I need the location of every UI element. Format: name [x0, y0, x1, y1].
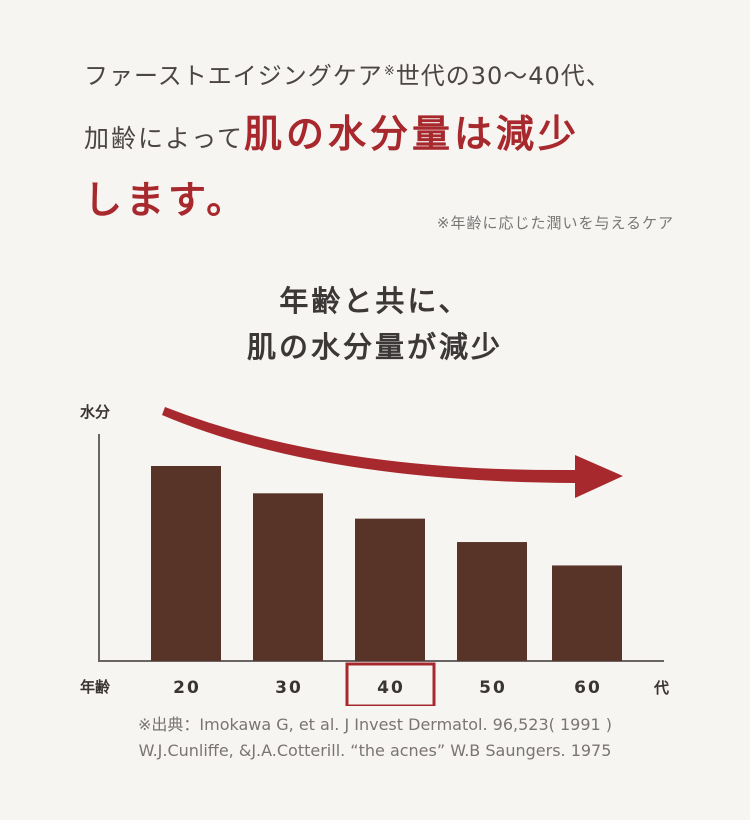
headline-line2: 加齢によって肌の水分量は減少: [84, 110, 724, 166]
bar-50: [457, 542, 527, 661]
source-line1: ※出典：Imokawa G, et al. J Invest Dermatol.…: [137, 715, 613, 734]
headline-line1-text: ファーストエイジングケア: [84, 62, 383, 90]
headline-line3-emphasis: します。: [84, 178, 249, 222]
headline-line1-rest: 世代の30～40代、: [395, 62, 611, 90]
bar-60: [552, 565, 622, 661]
headline-line3: します。: [84, 176, 724, 232]
headline: ファーストエイジングケア※世代の30～40代、 加齢によって肌の水分量は減少 し…: [84, 52, 724, 232]
bar-40: [355, 518, 425, 661]
x-tick-labels: 20 30 40 50 60: [173, 678, 602, 698]
source-line2: W.J.Cunliffe, &J.A.Cotterill. “the acnes…: [138, 741, 612, 760]
annotation-mark: ※: [383, 64, 396, 79]
x-axis-label-left: 年齢: [80, 678, 111, 696]
source-citation: ※出典：Imokawa G, et al. J Invest Dermatol.…: [0, 712, 750, 764]
headline-line2-emphasis: 肌の水分量は減少: [244, 112, 581, 156]
y-axis-label: 水分: [80, 403, 110, 421]
headline-line1: ファーストエイジングケア※世代の30～40代、: [84, 52, 724, 96]
bar-30: [253, 493, 323, 661]
headline-line2-plain: 加齢によって: [84, 124, 245, 153]
bar-chart: 水分 年齢 20 30 40 50 60 代: [80, 403, 669, 706]
chart-title-line2: 肌の水分量が減少: [246, 330, 503, 364]
x-axis-label-right: 代: [653, 679, 669, 697]
bar-20: [151, 466, 221, 661]
annotation-note: ※年齢に応じた潤いを与えるケア: [436, 214, 674, 232]
trend-arrow-icon: [162, 407, 623, 498]
x-tick-40: 40: [377, 678, 405, 698]
x-tick-30: 30: [275, 678, 303, 698]
x-tick-20: 20: [173, 678, 201, 698]
bars-group: [151, 466, 622, 661]
highlight-box: [345, 662, 436, 706]
chart-title: 年齢と共に、 肌の水分量が減少: [0, 278, 750, 370]
x-tick-60: 60: [574, 678, 602, 698]
chart-title-line1: 年齢と共に、: [279, 284, 471, 318]
x-tick-50: 50: [479, 678, 507, 698]
